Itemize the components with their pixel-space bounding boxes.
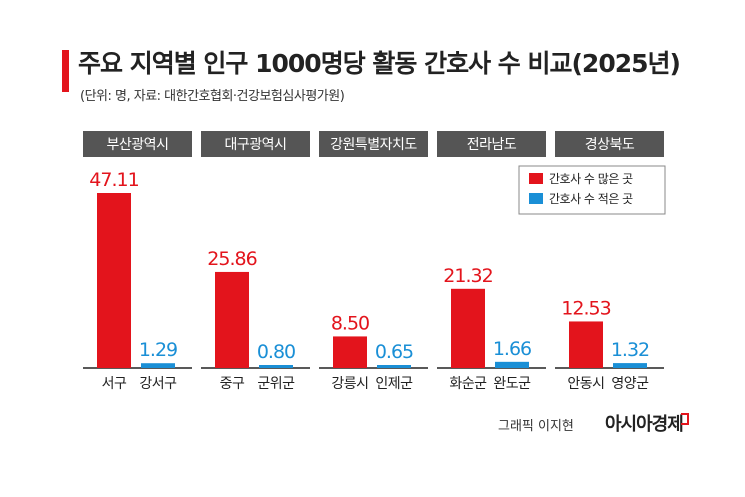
bar-value-label: 21.32 (443, 265, 492, 287)
bar (333, 336, 367, 368)
bar-category-label: 안동시 (567, 376, 604, 392)
region-header-label: 강원특별자치도 (330, 137, 417, 153)
region-header-label: 대구광역시 (225, 137, 287, 153)
bar-value-label: 1.66 (493, 338, 531, 360)
bar (141, 363, 175, 368)
bar-category-label: 영양군 (611, 376, 649, 392)
bar-category-label: 군위군 (257, 376, 295, 392)
region-header (555, 131, 664, 157)
bar-category-label: 화순군 (449, 376, 487, 392)
bar-category-label: 인제군 (375, 376, 413, 392)
bar (97, 193, 131, 368)
bar (377, 365, 411, 368)
region-header-label: 부산광역시 (107, 137, 169, 153)
bar-category-label: 중구 (220, 376, 245, 392)
legend-label: 간호사 수 많은 곳 (549, 172, 633, 186)
bar (613, 363, 647, 368)
region-header-label: 경상북도 (585, 137, 635, 153)
legend-label: 간호사 수 적은 곳 (549, 192, 633, 206)
bar-value-label: 8.50 (331, 312, 369, 334)
bar-value-label: 47.11 (89, 169, 138, 191)
bar-value-label: 0.80 (257, 341, 295, 363)
bar (451, 288, 485, 368)
graphic-credit: 그래픽 이지현 (498, 419, 574, 434)
region-header (83, 131, 192, 157)
logo-mark-icon (681, 413, 689, 425)
legend-swatch (529, 173, 543, 184)
chart-title: 주요 지역별 인구 1000명당 활동 간호사 수 비교(2025년) (78, 49, 681, 78)
bar (215, 271, 249, 368)
bar-value-label: 25.86 (207, 248, 256, 270)
bar-value-label: 1.32 (611, 339, 649, 361)
title-accent-bar (62, 50, 69, 92)
bar (495, 361, 529, 368)
bar-category-label: 강서구 (139, 376, 177, 392)
bar-category-label: 서구 (102, 376, 127, 392)
region-header (437, 131, 546, 157)
bar-value-label: 12.53 (561, 297, 610, 319)
bar-category-label: 완도군 (493, 376, 531, 392)
chart-source: (단위: 명, 자료: 대한간호협회·건강보험심사평가원) (80, 89, 345, 104)
region-header (201, 131, 310, 157)
bar (259, 365, 293, 368)
region-header (319, 131, 428, 157)
bar (569, 321, 603, 368)
region-header-label: 전라남도 (467, 137, 517, 153)
legend-swatch (529, 193, 543, 204)
bar-value-label: 1.29 (139, 339, 177, 361)
legend-box (518, 165, 666, 215)
bar-category-label: 강릉시 (331, 376, 368, 392)
publisher-logo: 아시아경제 (605, 414, 684, 435)
bar-value-label: 0.65 (375, 341, 413, 363)
